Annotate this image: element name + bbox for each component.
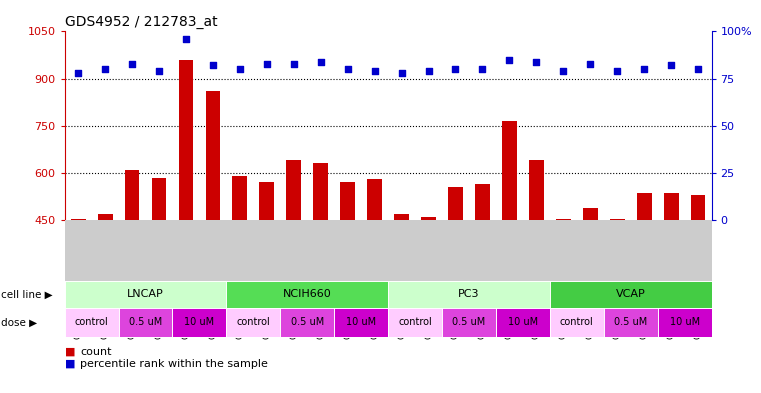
Point	[422, 68, 435, 74]
Text: LNCAP: LNCAP	[127, 289, 164, 299]
Text: control: control	[237, 318, 270, 327]
Bar	[556, 219, 571, 220]
Text: 0.5 uM: 0.5 uM	[614, 318, 648, 327]
Point	[314, 59, 326, 65]
Text: control: control	[398, 318, 432, 327]
Point	[530, 59, 543, 65]
Text: NCIH660: NCIH660	[283, 289, 332, 299]
Text: control: control	[75, 318, 109, 327]
Text: cell line ▶: cell line ▶	[1, 289, 53, 299]
Bar	[71, 219, 85, 220]
Point	[584, 61, 597, 67]
Point	[557, 68, 569, 74]
Point	[665, 62, 677, 68]
Point	[99, 66, 111, 72]
Point	[450, 66, 462, 72]
Text: control: control	[560, 318, 594, 327]
Text: 0.5 uM: 0.5 uM	[291, 318, 324, 327]
Text: dose ▶: dose ▶	[1, 318, 37, 327]
Bar	[340, 182, 355, 220]
Point	[261, 61, 273, 67]
Point	[503, 57, 515, 63]
Point	[692, 66, 704, 72]
Bar	[502, 121, 517, 220]
Text: 10 uM: 10 uM	[508, 318, 538, 327]
Bar	[664, 193, 679, 220]
Point	[153, 68, 165, 74]
Bar	[151, 178, 167, 220]
Bar	[691, 195, 705, 220]
Bar	[637, 193, 651, 220]
Bar	[394, 214, 409, 220]
Text: PC3: PC3	[458, 289, 479, 299]
Text: 10 uM: 10 uM	[184, 318, 215, 327]
Bar	[421, 217, 436, 220]
Point	[72, 70, 84, 76]
Point	[611, 68, 623, 74]
Point	[342, 66, 354, 72]
Point	[126, 61, 139, 67]
Text: 0.5 uM: 0.5 uM	[452, 318, 486, 327]
Bar	[260, 182, 274, 220]
Text: GDS4952 / 212783_at: GDS4952 / 212783_at	[65, 15, 218, 29]
Bar	[232, 176, 247, 220]
Text: ■: ■	[65, 358, 75, 369]
Bar	[286, 160, 301, 220]
Bar	[529, 160, 544, 220]
Text: 0.5 uM: 0.5 uM	[129, 318, 162, 327]
Bar	[314, 163, 328, 220]
Bar	[583, 208, 597, 220]
Bar	[368, 179, 382, 220]
Text: ■: ■	[65, 347, 75, 357]
Point	[234, 66, 246, 72]
Point	[288, 61, 300, 67]
Text: VCAP: VCAP	[616, 289, 645, 299]
Point	[368, 68, 380, 74]
Bar	[125, 170, 139, 220]
Text: percentile rank within the sample: percentile rank within the sample	[80, 358, 268, 369]
Text: count: count	[80, 347, 111, 357]
Bar	[97, 214, 113, 220]
Text: 10 uM: 10 uM	[346, 318, 376, 327]
Point	[476, 66, 489, 72]
Point	[180, 36, 192, 42]
Point	[207, 62, 219, 68]
Bar	[179, 60, 193, 220]
Text: 10 uM: 10 uM	[670, 318, 699, 327]
Point	[396, 70, 408, 76]
Bar	[205, 91, 221, 220]
Bar	[475, 184, 490, 220]
Bar	[448, 187, 463, 220]
Point	[638, 66, 650, 72]
Bar	[610, 219, 625, 220]
